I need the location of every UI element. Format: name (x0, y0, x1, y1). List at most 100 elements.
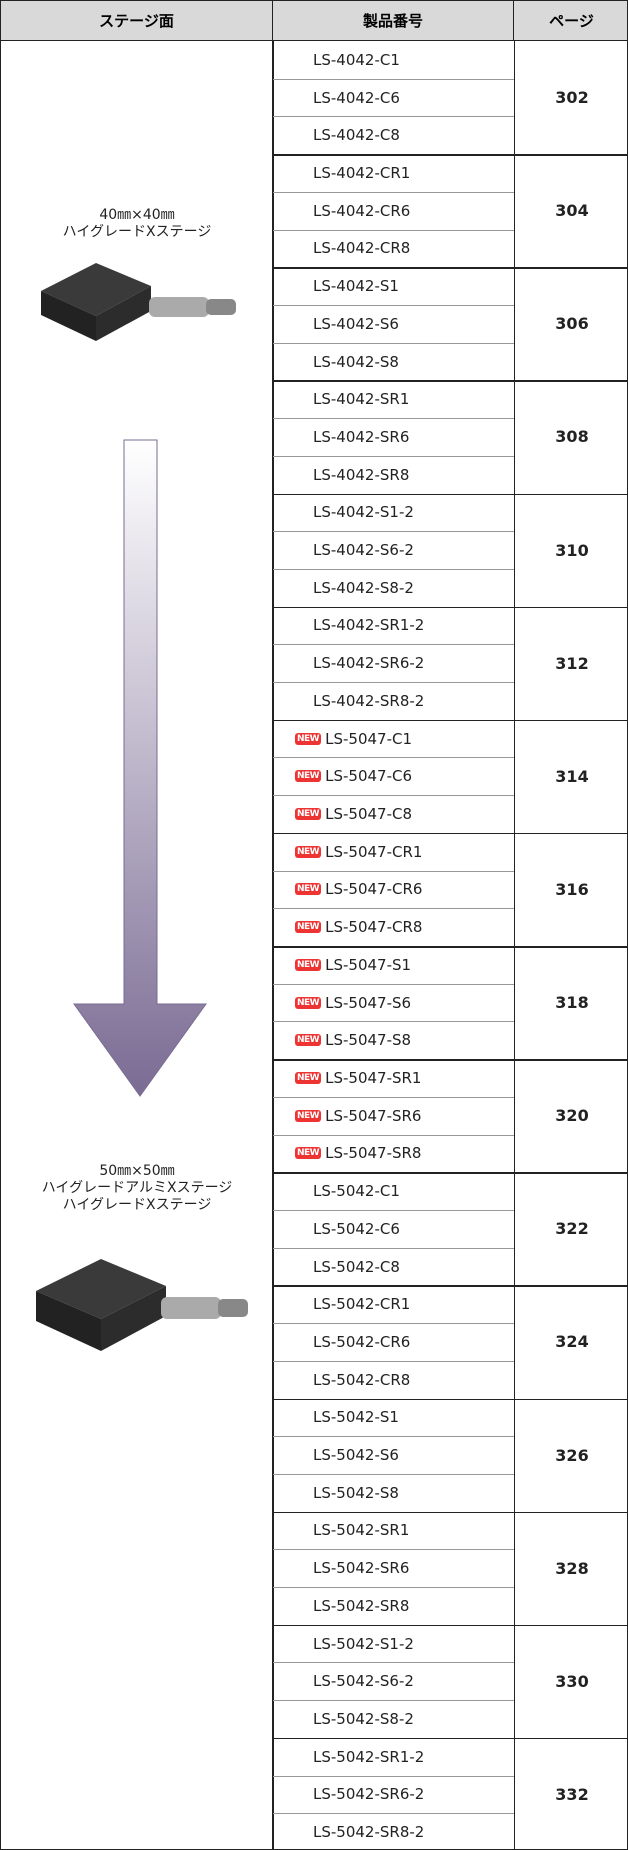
product-name: LS-4042-S8 (313, 352, 399, 371)
group-line (273, 1059, 627, 1061)
product-name: LS-5042-SR8 (313, 1596, 410, 1615)
product-name: LS-4042-CR8 (313, 239, 411, 258)
product-cell: LS-4042-SR8-2 (273, 682, 514, 720)
product-name: LS-5047-CR8 (325, 918, 423, 937)
product-name: LS-5042-C8 (313, 1257, 400, 1276)
new-badge: NEW (295, 883, 322, 896)
product-cell: LS-4042-CR6 (273, 192, 514, 230)
product-name: LS-5047-CR1 (325, 842, 423, 861)
product-name: LS-4042-S6 (313, 314, 399, 333)
product-name: LS-5042-SR6 (313, 1559, 410, 1578)
group-line (273, 1737, 627, 1740)
new-badge: NEW (295, 958, 322, 971)
row-line (273, 1247, 514, 1249)
product-cell: NEW LS-5047-C1 (273, 720, 514, 758)
group-line (273, 1398, 627, 1400)
row-line (273, 1209, 514, 1211)
group-line (273, 719, 627, 722)
page-cell: 332 (514, 1737, 627, 1849)
row-line (273, 870, 514, 872)
product-cell: LS-4042-CR1 (273, 154, 514, 192)
product-cell: NEW LS-5047-CR1 (273, 833, 514, 871)
product-name: LS-4042-C8 (313, 126, 400, 145)
row-line (273, 342, 514, 344)
product-name: LS-5047-SR1 (325, 1068, 422, 1087)
page-cell: 324 (514, 1285, 627, 1399)
page-cell: 330 (514, 1624, 627, 1738)
arrow (73, 439, 207, 1097)
product-name: LS-5047-S1 (325, 955, 412, 974)
row-line (273, 1587, 514, 1589)
page-cell: 302 (514, 41, 627, 155)
product-cell: LS-5042-CR6 (273, 1323, 514, 1361)
stage-image (41, 263, 236, 341)
product-cell: LS-4042-S1 (273, 267, 514, 305)
row-line (273, 1700, 514, 1702)
product-cell: LS-4042-CR8 (273, 230, 514, 268)
page-cell: 316 (514, 832, 627, 946)
product-cell: NEW LS-5047-C8 (273, 795, 514, 833)
new-badge: NEW (295, 1147, 322, 1160)
product-cell: NEW LS-5047-S6 (273, 984, 514, 1022)
product-name: LS-5042-S8 (313, 1483, 399, 1502)
product-name: LS-5042-C1 (313, 1182, 400, 1201)
new-badge: NEW (295, 845, 322, 858)
product-cell: LS-4042-SR6 (273, 418, 514, 456)
row-line (273, 418, 514, 420)
page-cell: 314 (514, 719, 627, 833)
product-cell: LS-5042-S8 (273, 1474, 514, 1512)
stage-text: 50㎜×50㎜ (99, 1163, 175, 1179)
product-name: LS-5047-S6 (325, 993, 412, 1012)
product-cell: LS-5042-C1 (273, 1172, 514, 1210)
page-cell: 326 (514, 1398, 627, 1512)
product-name: LS-4042-SR8 (313, 465, 410, 484)
product-cell: LS-5042-SR6-2 (273, 1776, 514, 1814)
page-cell: 310 (514, 493, 627, 607)
new-badge: NEW (295, 732, 322, 745)
group-line (273, 1511, 627, 1514)
stage-text: ハイグレードアルミXステージ (41, 1180, 233, 1196)
page-cell: 312 (514, 606, 627, 720)
product-cell: LS-5042-SR1-2 (273, 1738, 514, 1776)
group-line (273, 380, 627, 382)
group-line (273, 1624, 627, 1627)
product-cell: LS-5042-S1-2 (273, 1625, 514, 1663)
product-cell: LS-4042-S8 (273, 343, 514, 381)
row-line (273, 757, 514, 759)
row-line (273, 1360, 514, 1362)
row-line (273, 1473, 514, 1475)
row-line (273, 304, 514, 306)
new-badge: NEW (295, 1109, 322, 1122)
product-name: LS-4042-SR6-2 (313, 654, 425, 673)
product-name: LS-5042-S1-2 (313, 1634, 414, 1653)
row-line (273, 983, 514, 985)
product-name: LS-5042-S6-2 (313, 1672, 414, 1691)
group-line (273, 1285, 627, 1287)
product-name: LS-5042-S8-2 (313, 1710, 414, 1728)
product-name: LS-5042-SR1-2 (313, 1747, 425, 1766)
new-badge: NEW (295, 996, 322, 1009)
page-cell: 304 (514, 154, 627, 268)
group-line (273, 832, 627, 835)
product-name: LS-4042-S6-2 (313, 541, 414, 560)
product-cell: LS-5042-CR8 (273, 1361, 514, 1399)
product-name: LS-4042-SR1 (313, 390, 410, 409)
group-line (273, 606, 627, 609)
row-line (273, 229, 514, 231)
product-cell: NEW LS-5047-S8 (273, 1021, 514, 1059)
product-cell: LS-5042-S8-2 (273, 1700, 514, 1738)
product-name: LS-5047-C8 (325, 805, 413, 823)
product-cell: LS-4042-C8 (273, 116, 514, 154)
row-line (273, 1134, 514, 1136)
product-name: LS-4042-C6 (313, 88, 400, 107)
product-name: LS-5047-C6 (325, 767, 413, 786)
product-name: LS-5042-CR1 (313, 1295, 411, 1314)
product-cell: LS-5042-C6 (273, 1210, 514, 1248)
row-line (273, 1813, 514, 1815)
product-cell: LS-4042-S6-2 (273, 531, 514, 569)
product-cell: LS-4042-S1-2 (273, 494, 514, 532)
product-cell: LS-4042-C1 (273, 41, 514, 79)
product-name: LS-5042-CR8 (313, 1370, 411, 1389)
product-cell: LS-5042-CR1 (273, 1285, 514, 1323)
